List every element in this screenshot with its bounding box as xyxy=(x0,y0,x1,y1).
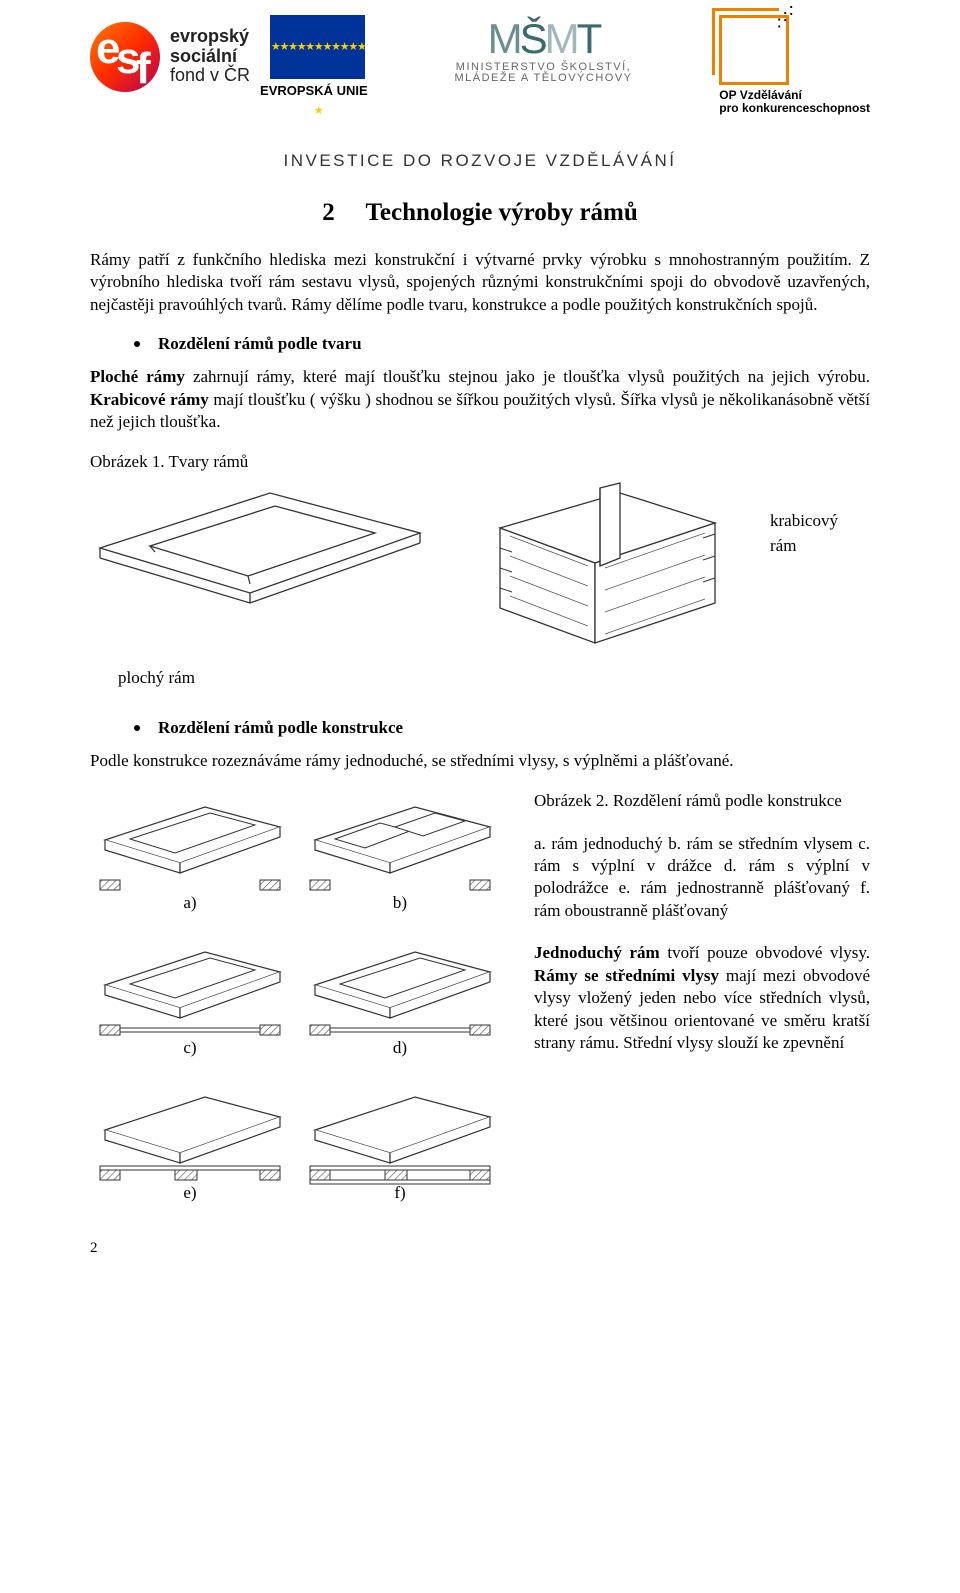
opvk-line2: pro konkurenceschopnost xyxy=(719,102,870,115)
figure1-row: krabicový rám xyxy=(90,478,870,658)
figure2-grid: a) b) c) d) e) f) xyxy=(90,790,510,1220)
esf-line3: fond v ČR xyxy=(170,66,250,86)
sponsor-logo-banner: esf evropský sociální fond v ČR EVROPSKÁ… xyxy=(90,0,870,155)
intro-paragraph: Rámy patří z funkčního hlediska mezi kon… xyxy=(90,249,870,316)
box-frame-illustration xyxy=(470,478,730,658)
section2-intro: Podle konstrukce rozeznáváme rámy jednod… xyxy=(90,750,870,772)
jednoduchy-ram-term: Jednoduchý rám xyxy=(534,943,660,962)
svg-text:e): e) xyxy=(183,1183,196,1202)
bullet-icon xyxy=(134,341,140,347)
page-number: 2 xyxy=(90,1240,870,1257)
section2-heading: Rozdělení rámů podle konstrukce xyxy=(134,718,870,738)
figure1-box-label: krabicový rám xyxy=(770,478,838,559)
figure2-caption: Obrázek 2. Rozdělení rámů podle konstruk… xyxy=(534,791,842,810)
ramy-se-stredni-term: Rámy se středními vlysy xyxy=(534,966,719,985)
opvk-logo-block: ⋰⋰ OP Vzdělávání pro konkurenceschopnost xyxy=(719,15,870,115)
svg-text:c): c) xyxy=(183,1038,196,1057)
svg-text:d): d) xyxy=(393,1038,407,1057)
section2-paragraph: Jednoduchý rám tvoří pouze obvodové vlys… xyxy=(534,942,870,1054)
figure2-svg: a) b) c) d) e) f) xyxy=(90,790,510,1220)
opvk-square-icon: ⋰⋰ xyxy=(719,15,789,85)
figure1-flat-label: plochý rám xyxy=(118,668,870,688)
chapter-number: 2 xyxy=(322,199,335,226)
figure2-legend: a. rám jednoduchý b. rám se středním vly… xyxy=(534,833,870,923)
section1-heading-text: Rozdělení rámů podle tvaru xyxy=(158,334,362,354)
fig1-box-label-2: rám xyxy=(770,533,838,559)
section1-paragraph: Ploché rámy zahrnují rámy, které mají tl… xyxy=(90,366,870,433)
esf-logo-block: esf evropský sociální fond v ČR EVROPSKÁ… xyxy=(90,15,368,98)
krabicove-ramy-term: Krabicové rámy xyxy=(90,390,209,409)
ploche-ramy-term: Ploché rámy xyxy=(90,367,185,386)
esf-line1: evropský xyxy=(170,27,250,47)
section1-heading: Rozdělení rámů podle tvaru xyxy=(134,334,870,354)
esf-circle-icon: esf xyxy=(90,22,160,92)
sec1-text-a: zahrnují rámy, které mají tloušťku stejn… xyxy=(185,367,870,386)
banner-subtitle: INVESTICE DO ROZVOJE VZDĚLÁVÁNÍ xyxy=(90,151,870,171)
chapter-title: 2 Technologie výroby rámů xyxy=(90,199,870,227)
esf-line2: sociální xyxy=(170,47,250,67)
esf-text: evropský sociální fond v ČR xyxy=(170,27,250,86)
chapter-title-text: Technologie výroby rámů xyxy=(366,199,638,226)
section2-heading-text: Rozdělení rámů podle konstrukce xyxy=(158,718,403,738)
svg-text:b): b) xyxy=(393,893,407,912)
flat-frame-illustration xyxy=(90,478,430,608)
msmt-logo-block: MŠMT MINISTERSTVO ŠKOLSTVÍ, MLÁDEŽE A TĚ… xyxy=(454,15,632,85)
sec2-text-a: tvoří pouze obvodové vlysy. xyxy=(660,943,870,962)
eu-logo-block: EVROPSKÁ UNIE xyxy=(260,15,368,98)
svg-text:f): f) xyxy=(394,1183,405,1202)
figure1-caption: Obrázek 1. Tvary rámů xyxy=(90,452,870,472)
msmt-sub2: MLÁDEŽE A TĚLOVÝCHOVY xyxy=(454,72,632,85)
fig1-box-label-1: krabicový xyxy=(770,508,838,534)
msmt-logo-icon: MŠMT xyxy=(454,15,632,63)
svg-text:a): a) xyxy=(183,893,196,912)
bullet-icon xyxy=(134,725,140,731)
eu-flag-icon xyxy=(270,15,365,79)
